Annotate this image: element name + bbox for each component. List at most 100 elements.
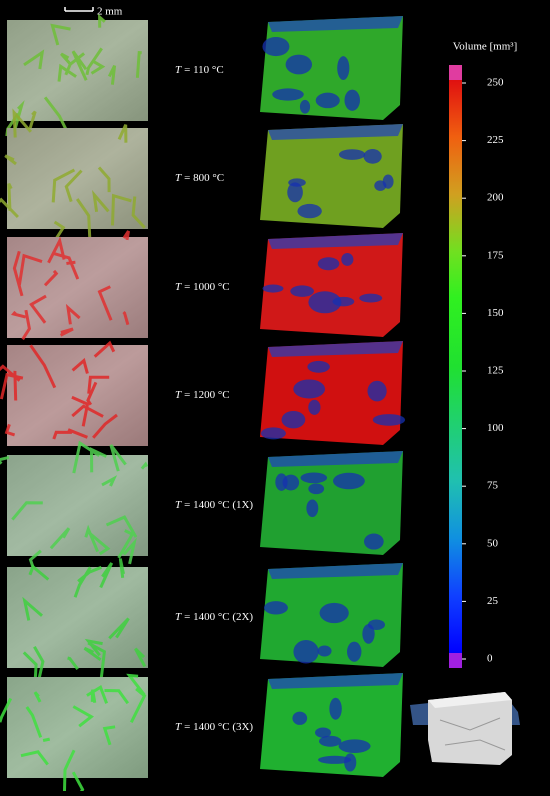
cube-pore: [285, 54, 313, 75]
scale-label: 2 mm: [97, 6, 123, 18]
cube-pore: [317, 257, 340, 271]
cube-pore: [287, 182, 303, 203]
cube-pore: [318, 735, 342, 747]
colorbar-tick-label: 125: [487, 365, 504, 377]
cube-pore: [297, 203, 322, 219]
micrograph-tint: [7, 345, 148, 446]
cube-pore: [264, 601, 288, 615]
cube-pore: [317, 645, 332, 657]
colorbar-tick-label: 75: [487, 480, 499, 492]
micrograph-tint: [7, 455, 148, 556]
cube-pore: [306, 499, 319, 518]
cube-pore: [367, 619, 385, 630]
cube-pore: [281, 410, 306, 429]
temperature-label: T = 1400 °C (2X): [175, 611, 253, 623]
cube-pore: [293, 379, 326, 399]
temperature-label: T = 1200 °C: [175, 389, 230, 401]
label-text: = 800 °C: [184, 172, 224, 184]
cube-pore: [307, 360, 330, 373]
cube-top: [268, 563, 403, 579]
temperature-label: T = 1000 °C: [175, 281, 230, 293]
pore-overlay: [0, 340, 118, 440]
colorbar-cap: [449, 653, 462, 668]
cube-pore: [318, 755, 352, 764]
label-text: = 1000 °C: [184, 281, 229, 293]
sample-row: T = 1400 °C (1X): [0, 440, 403, 573]
cube-pore: [262, 37, 290, 57]
cube-pore: [315, 92, 340, 109]
sample-row: T = 800 °C: [0, 108, 403, 246]
cube-top: [268, 673, 403, 689]
cube-pore: [359, 293, 383, 303]
cube-pore: [347, 641, 362, 662]
temperature-label: T = 1400 °C (1X): [175, 499, 253, 511]
colorbar-tick-label: 50: [487, 537, 499, 549]
colorbar-tick-label: 200: [487, 192, 504, 204]
pore-overlay: [0, 440, 149, 573]
cube-pore: [338, 149, 366, 160]
symbol: T: [175, 389, 182, 401]
label-text: = 1200 °C: [184, 389, 229, 401]
cube-pore: [363, 149, 382, 164]
symbol: T: [175, 64, 182, 76]
temperature-label: T = 110 °C: [175, 64, 224, 76]
cube-pore: [372, 414, 406, 426]
cube-pore: [344, 89, 360, 111]
cube-top: [268, 16, 403, 32]
label-text: = 1400 °C (1X): [184, 499, 253, 511]
cube-pore: [367, 380, 387, 402]
sample-row: T = 1400 °C (3X): [0, 673, 403, 796]
symbol: T: [175, 499, 182, 511]
colorbar-tick-label: 225: [487, 134, 504, 146]
micrograph: [7, 677, 148, 778]
cube-pore: [308, 483, 325, 495]
colorbar-cap: [449, 65, 462, 80]
cube-pore: [341, 253, 354, 266]
cube-pore: [293, 640, 319, 664]
symbol: T: [175, 721, 182, 733]
cube-pore: [344, 753, 357, 772]
cube-pore: [363, 533, 384, 550]
temperature-label: T = 1400 °C (3X): [175, 721, 253, 733]
micrograph-tint: [7, 128, 148, 229]
micrograph-tint: [7, 677, 148, 778]
cube-pore: [308, 399, 321, 415]
cube-top: [268, 124, 403, 140]
pore-overlay: [22, 558, 147, 682]
cube-top: [268, 341, 403, 357]
cube-pore: [338, 739, 371, 753]
colorbar-title: Volume [mm³]: [453, 41, 518, 53]
sample-row: T = 1000 °C: [7, 230, 403, 341]
micrograph-tint: [7, 237, 148, 338]
temperature-label: T = 800 °C: [175, 172, 224, 184]
cube-pore: [275, 473, 288, 491]
cube-pore: [262, 284, 284, 293]
micrograph: [7, 455, 148, 556]
colorbar-tick-label: 25: [487, 595, 499, 607]
micrograph-tint: [7, 567, 148, 668]
cube-pore: [319, 602, 349, 624]
micrograph: [7, 345, 148, 446]
colorbar-tick-label: 0: [487, 653, 493, 665]
label-text: = 1400 °C (3X): [184, 721, 253, 733]
cube-pore: [329, 697, 342, 720]
colorbar: [449, 80, 462, 653]
scale-bar: 2 mm: [64, 6, 123, 18]
cube-pore: [315, 727, 332, 738]
symbol: T: [175, 172, 182, 184]
cube-top: [268, 233, 403, 249]
sample-row: T = 1200 °C: [0, 340, 406, 446]
cube-pore: [300, 472, 328, 484]
micrograph: [7, 20, 148, 121]
cube-top: [268, 451, 403, 467]
symbol: T: [175, 281, 182, 293]
reference-cube: [410, 692, 520, 765]
cube-pore: [292, 711, 308, 725]
colorbar-tick-label: 250: [487, 77, 504, 89]
sample-row: T = 1400 °C (2X): [7, 558, 403, 682]
cube-pore: [337, 56, 350, 81]
pore-overlay: [0, 673, 147, 796]
micrograph: [7, 237, 148, 338]
label-text: = 110 °C: [184, 64, 224, 76]
